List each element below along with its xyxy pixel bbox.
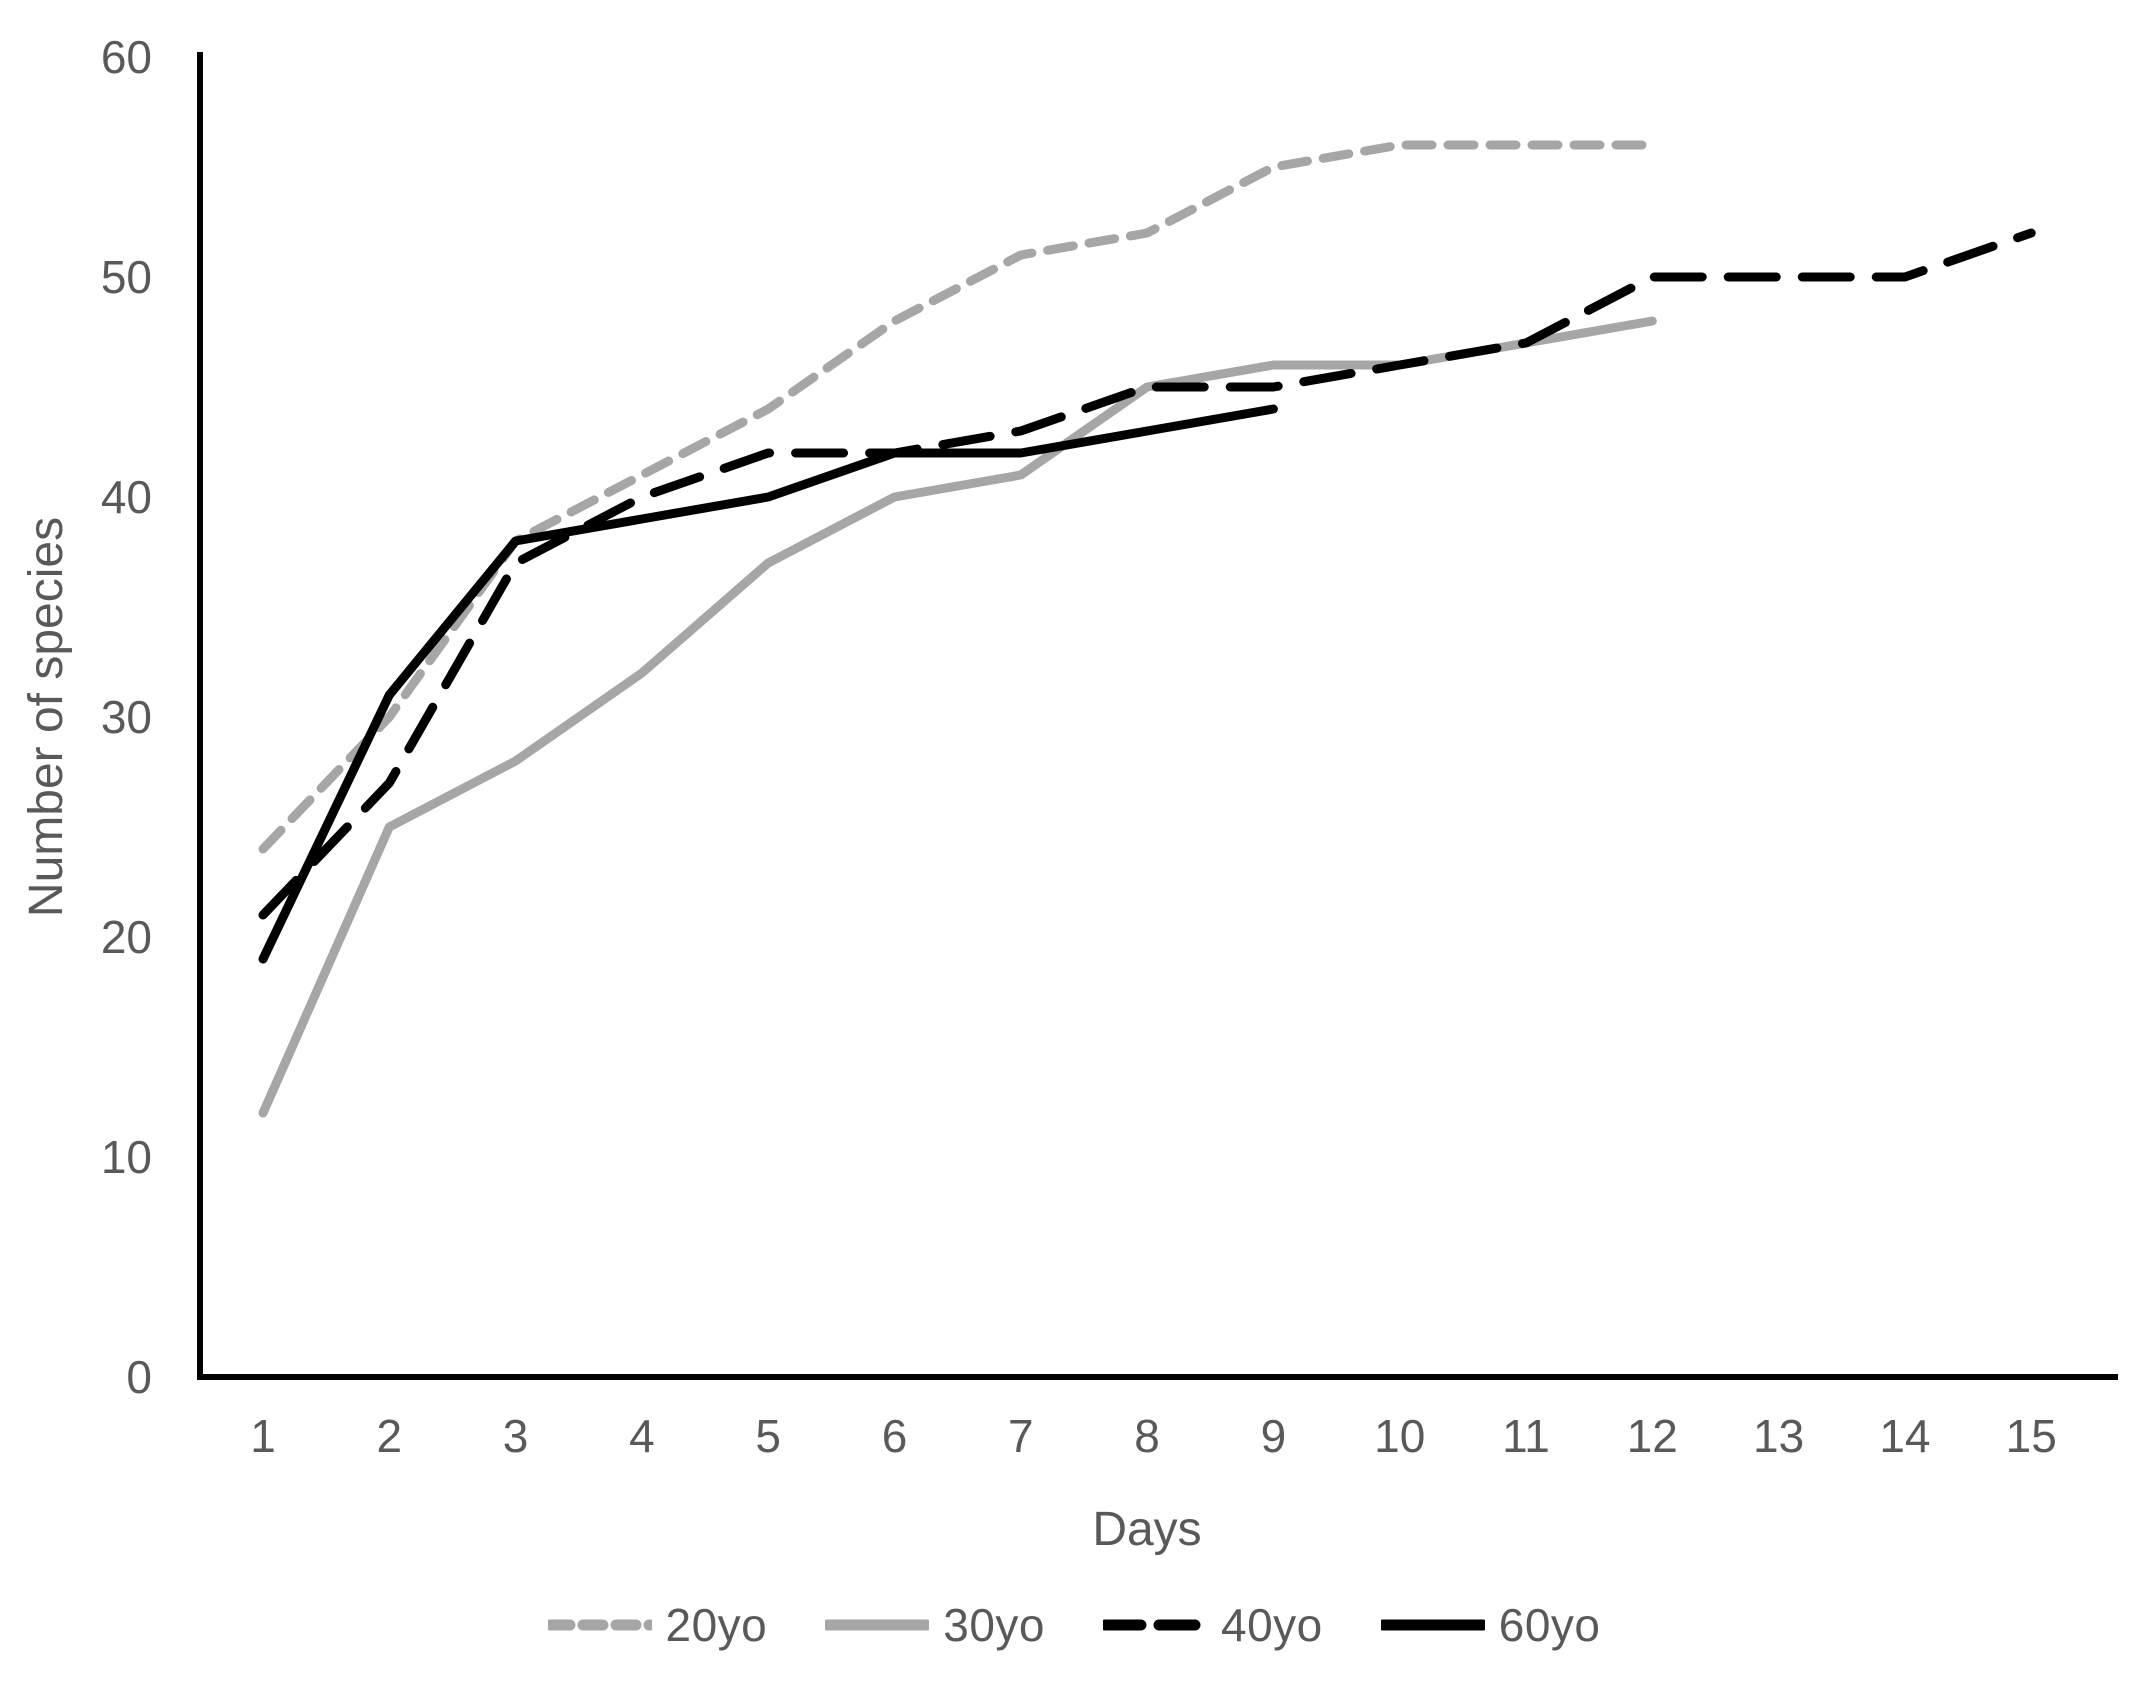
x-tick-label: 6 — [882, 1410, 908, 1462]
legend-line-swatch-60yo — [1380, 1619, 1485, 1631]
x-axis: 1 2 3 4 5 6 7 8 9 10 11 12 13 14 15 — [197, 1374, 2118, 1462]
legend-label: 20yo — [665, 1599, 768, 1651]
chart-legend: 20yo 30yo 40yo 60yo — [0, 1598, 2148, 1652]
legend-line-swatch-40yo — [1103, 1619, 1207, 1631]
x-tick-label: 15 — [2006, 1410, 2057, 1462]
y-axis: 0 10 20 30 40 50 60 — [101, 31, 203, 1403]
legend-item-40yo: 40yo — [1103, 1598, 1323, 1652]
y-tick-label: 40 — [101, 471, 152, 523]
series-lines — [258, 140, 2036, 1118]
x-tick-label: 5 — [755, 1410, 781, 1462]
legend-label: 60yo — [1498, 1599, 1601, 1651]
legend-item-30yo: 30yo — [825, 1598, 1045, 1652]
x-tick-label: 3 — [503, 1410, 529, 1462]
legend-label: 30yo — [943, 1599, 1045, 1651]
y-tick-label: 20 — [101, 911, 152, 963]
x-tick-label: 1 — [250, 1410, 276, 1462]
x-tick-label: 2 — [377, 1410, 403, 1462]
x-tick-label: 4 — [629, 1410, 655, 1462]
y-tick-label: 30 — [101, 691, 152, 743]
x-tick-label: 8 — [1134, 1410, 1160, 1462]
y-tick-label: 50 — [101, 251, 152, 303]
legend-item-20yo: 20yo — [547, 1598, 768, 1652]
x-tick-label: 13 — [1753, 1410, 1804, 1462]
x-tick-label: 14 — [1879, 1410, 1930, 1462]
series-line-60yo — [258, 404, 1278, 964]
y-tick-label: 60 — [101, 31, 152, 83]
x-tick-label: 10 — [1374, 1410, 1425, 1462]
x-tick-label: 12 — [1627, 1410, 1678, 1462]
legend-line-swatch-30yo — [825, 1619, 930, 1631]
y-tick-label: 0 — [126, 1351, 152, 1403]
legend-line-swatch-20yo — [547, 1619, 652, 1631]
x-tick-label: 9 — [1261, 1410, 1287, 1462]
x-tick-label: 7 — [1008, 1410, 1034, 1462]
series-line-40yo — [258, 228, 2036, 920]
x-tick-label: 11 — [1502, 1410, 1550, 1462]
legend-item-60yo: 60yo — [1380, 1598, 1601, 1652]
y-tick-label: 10 — [101, 1131, 152, 1183]
series-line-20yo — [258, 140, 1657, 854]
legend-label: 40yo — [1221, 1599, 1323, 1651]
y-axis-title: Number of species — [20, 517, 73, 917]
x-axis-title: Days — [1092, 1503, 1201, 1556]
